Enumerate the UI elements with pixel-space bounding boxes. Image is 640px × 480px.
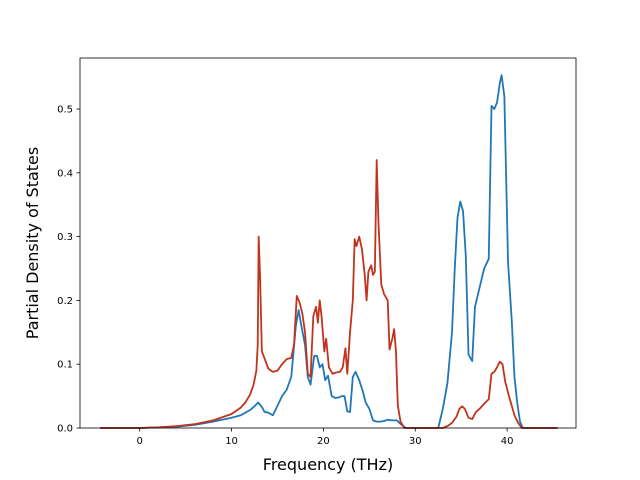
x-tick-label: 10 (225, 436, 238, 447)
x-axis-label: Frequency (THz) (263, 455, 393, 474)
y-tick-label: 0.2 (57, 296, 73, 307)
y-tick-label: 0.3 (57, 232, 73, 243)
plot-lines (100, 74, 558, 429)
y-axis-label: Partial Density of States (23, 147, 42, 339)
y-axis-ticks: 0.0 0.1 0.2 0.3 0.4 0.5 (57, 105, 80, 435)
series-line-2 (100, 159, 558, 429)
x-tick-label: 30 (409, 436, 422, 447)
y-tick-label: 0.5 (57, 105, 73, 116)
y-tick-label: 0.1 (57, 360, 73, 371)
series-line-1 (100, 74, 558, 429)
x-tick-label: 20 (317, 436, 330, 447)
x-tick-label: 40 (501, 436, 514, 447)
x-axis-ticks: 0 10 20 30 40 (137, 428, 514, 447)
plot-frame (79, 57, 577, 429)
x-tick-label: 0 (137, 436, 143, 447)
y-tick-label: 0.4 (57, 168, 73, 179)
y-tick-label: 0.0 (57, 424, 73, 435)
